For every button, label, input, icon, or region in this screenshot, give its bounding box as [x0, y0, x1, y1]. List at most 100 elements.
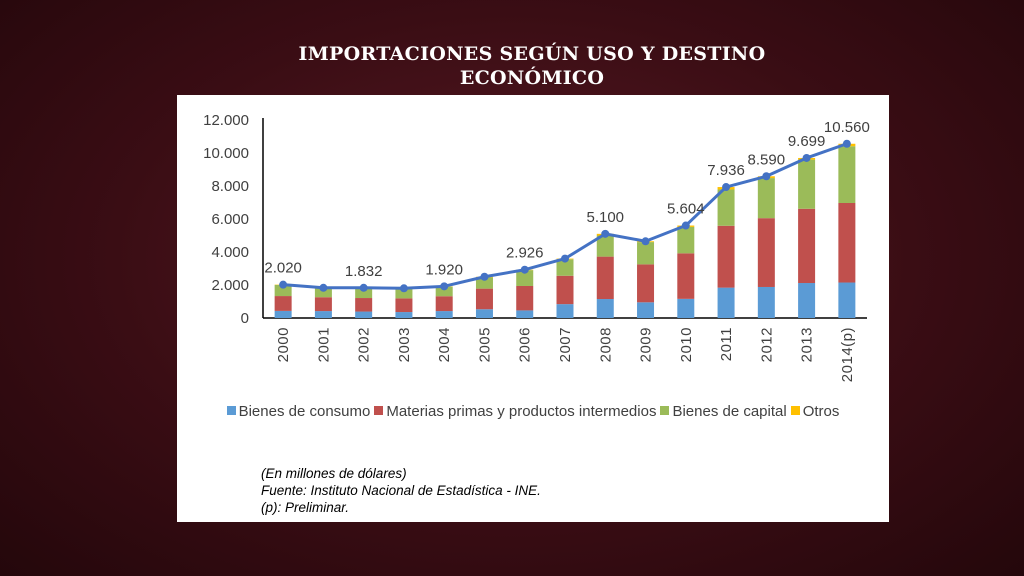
slide-title-line-1: IMPORTACIONES SEGÚN USO Y DESTINO [298, 43, 766, 65]
bar-segment [355, 311, 373, 318]
x-tick-label: 2014(p) [839, 327, 856, 382]
total-data-label: 9.699 [788, 133, 826, 150]
total-line-point [722, 183, 731, 192]
total-data-label: 2.926 [506, 245, 544, 262]
bar-segment [757, 286, 775, 318]
legend-label: Bienes de capital [672, 403, 787, 420]
total-data-label: 5.604 [667, 201, 705, 218]
y-axis-tick-labels: 0 2.000 4.000 6.000 8.000 10.000 12.000 [203, 112, 249, 327]
total-line-point [399, 284, 408, 293]
x-tick-label: 2005 [476, 327, 493, 362]
bar-segment [596, 299, 614, 318]
y-tick-label: 2.000 [211, 277, 249, 294]
legend-label: Bienes de consumo [238, 403, 371, 420]
total-line-point [319, 283, 328, 292]
note-source: Fuente: Instituto Nacional de Estadístic… [261, 483, 541, 498]
bar-segment [314, 288, 332, 298]
bar-segment [516, 310, 534, 318]
bar-segment [556, 275, 574, 305]
bar-segment [637, 242, 655, 265]
bar-segment [314, 297, 332, 312]
x-tick-label: 2009 [638, 327, 655, 362]
total-data-label: 2.020 [264, 260, 302, 277]
bar-segment [717, 189, 735, 226]
x-tick-label: 2013 [799, 327, 816, 362]
total-line-point [842, 139, 851, 148]
bar-segment [395, 298, 413, 313]
note-preliminary: (p): Preliminar. [261, 500, 350, 515]
x-tick-label: 2007 [557, 327, 574, 362]
bar-segment [637, 302, 655, 318]
bar-segment [395, 288, 413, 299]
total-line-point [762, 172, 771, 181]
bar-segment [677, 298, 695, 318]
total-data-label: 8.590 [748, 151, 786, 168]
x-tick-label: 2003 [396, 327, 413, 362]
total-line-point [601, 229, 610, 238]
slide-title-line-2: ECONÓMICO [459, 67, 605, 89]
bar-segment [838, 282, 856, 318]
bar-segment [677, 253, 695, 299]
bar-segment [274, 296, 292, 311]
x-axis-tick-labels: 2000 2001 2002 2003 2004 2005 2006 2007 2008 2009… [275, 327, 856, 382]
total-data-label: 1.920 [425, 261, 463, 278]
bar-segment [556, 259, 574, 276]
x-tick-label: 2000 [275, 327, 292, 362]
total-line-point [279, 280, 288, 289]
bar-segment [355, 288, 373, 299]
bar-segment [798, 208, 816, 284]
legend-swatch [660, 406, 670, 415]
chart-legend: Bienes de consumo Materias primas y produ… [177, 403, 889, 420]
total-line-point [681, 221, 690, 230]
legend-item: Bienes de consumo [226, 403, 371, 420]
bar-segment [717, 287, 735, 318]
chart-panel: 0 2.000 4.000 6.000 8.000 10.000 12.000 2000 20… [177, 95, 889, 522]
y-tick-label: 0 [241, 310, 249, 327]
bar-segment [475, 277, 493, 289]
legend-swatch [374, 406, 384, 415]
total-line-series [279, 139, 851, 293]
y-tick-label: 4.000 [211, 244, 249, 261]
bar-segment [798, 159, 816, 209]
chart-notes: (En millones de dólares) Fuente: Institu… [261, 465, 541, 516]
total-line-point [480, 272, 489, 281]
legend-label: Otros [802, 403, 840, 420]
total-line-point [641, 237, 650, 246]
imports-chart: 0 2.000 4.000 6.000 8.000 10.000 12.000 2000 20… [203, 112, 870, 382]
legend-swatch [226, 406, 236, 415]
note-units: (En millones de dólares) [261, 466, 407, 481]
bar-segment [516, 270, 534, 286]
legend-item: Bienes de capital [660, 403, 787, 420]
total-data-label: 10.560 [824, 119, 870, 136]
bar-segment [274, 285, 292, 297]
total-line-point [802, 153, 811, 162]
bar-segment [757, 178, 775, 219]
total-data-label: 1.832 [345, 263, 383, 280]
total-data-label: 7.936 [707, 162, 745, 179]
total-line-point [440, 282, 449, 291]
x-tick-label: 2011 [718, 327, 735, 361]
y-tick-label: 10.000 [203, 145, 249, 162]
slide-title: IMPORTACIONES SEGÚN USO Y DESTINO ECONÓM… [212, 42, 852, 90]
y-tick-label: 8.000 [211, 178, 249, 195]
bar-segment [637, 264, 655, 303]
total-line-point [520, 265, 529, 274]
bar-segment [355, 298, 373, 312]
y-tick-label: 12.000 [203, 112, 249, 129]
x-tick-label: 2008 [597, 327, 614, 362]
bar-segment [596, 256, 614, 300]
bar-segment [435, 296, 453, 312]
x-tick-label: 2004 [436, 327, 453, 362]
bar-segment [556, 304, 574, 318]
y-tick-label: 6.000 [211, 211, 249, 228]
bar-segment [798, 283, 816, 318]
bar-segment [838, 202, 856, 283]
x-tick-label: 2001 [315, 327, 332, 362]
legend-swatch [790, 406, 800, 415]
x-tick-label: 2012 [758, 327, 775, 362]
bar-segment [838, 146, 856, 203]
total-line-point [561, 254, 569, 263]
bar-segment [717, 225, 735, 288]
x-tick-label: 2006 [517, 327, 534, 362]
x-tick-label: 2010 [678, 327, 695, 362]
